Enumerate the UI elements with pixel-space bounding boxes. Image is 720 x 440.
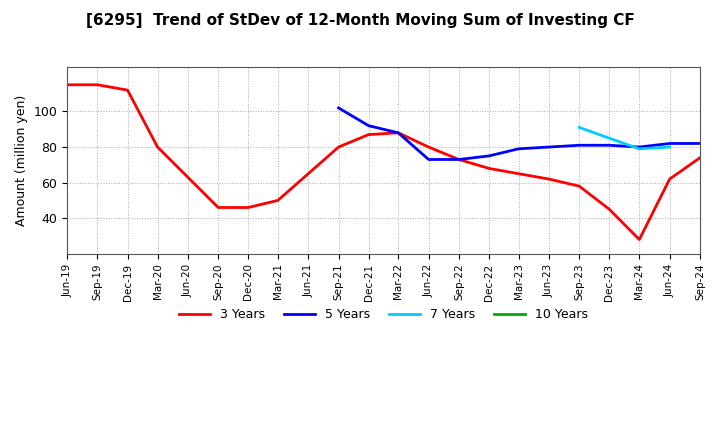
Line: 5 Years: 5 Years — [338, 108, 700, 159]
Line: 3 Years: 3 Years — [67, 85, 700, 239]
Legend: 3 Years, 5 Years, 7 Years, 10 Years: 3 Years, 5 Years, 7 Years, 10 Years — [174, 303, 593, 326]
Text: [6295]  Trend of StDev of 12-Month Moving Sum of Investing CF: [6295] Trend of StDev of 12-Month Moving… — [86, 13, 634, 28]
Y-axis label: Amount (million yen): Amount (million yen) — [15, 95, 28, 226]
Line: 7 Years: 7 Years — [580, 128, 670, 149]
